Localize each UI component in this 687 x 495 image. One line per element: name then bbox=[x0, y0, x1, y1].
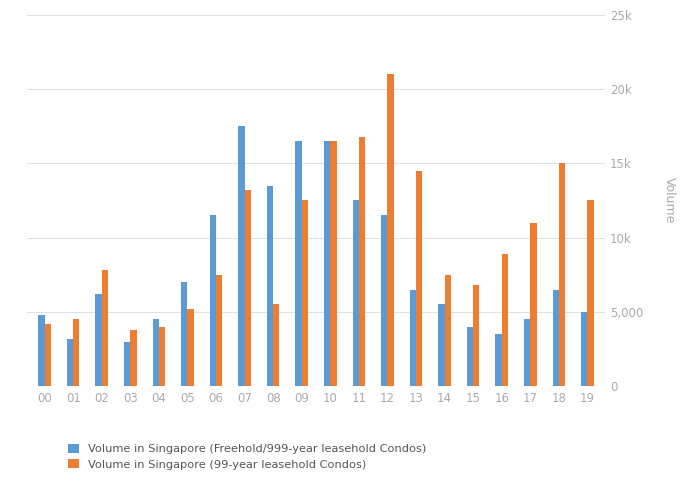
Bar bbox=[188, 309, 194, 386]
Bar bbox=[216, 275, 223, 386]
Bar bbox=[324, 141, 330, 386]
Bar bbox=[302, 200, 308, 386]
Bar bbox=[131, 330, 137, 386]
Bar bbox=[74, 319, 80, 386]
Bar bbox=[387, 74, 394, 386]
Bar bbox=[444, 275, 451, 386]
Bar bbox=[95, 294, 102, 386]
Bar bbox=[153, 319, 159, 386]
Bar bbox=[273, 304, 280, 386]
Bar bbox=[38, 315, 45, 386]
Bar bbox=[330, 141, 337, 386]
Bar bbox=[416, 171, 423, 386]
Bar bbox=[502, 254, 508, 386]
Bar bbox=[552, 290, 559, 386]
Bar bbox=[495, 334, 502, 386]
Y-axis label: Volume: Volume bbox=[663, 177, 676, 224]
Bar bbox=[581, 312, 587, 386]
Bar bbox=[352, 200, 359, 386]
Bar bbox=[438, 304, 444, 386]
Bar bbox=[102, 270, 108, 386]
Bar bbox=[124, 342, 131, 386]
Bar bbox=[530, 223, 537, 386]
Bar bbox=[559, 163, 565, 386]
Bar bbox=[238, 126, 245, 386]
Bar bbox=[473, 285, 480, 386]
Bar bbox=[524, 319, 530, 386]
Bar bbox=[381, 215, 387, 386]
Bar bbox=[267, 186, 273, 386]
Bar bbox=[295, 141, 302, 386]
Bar bbox=[181, 282, 188, 386]
Bar bbox=[45, 324, 51, 386]
Bar bbox=[245, 190, 251, 386]
Bar bbox=[67, 339, 74, 386]
Bar bbox=[210, 215, 216, 386]
Legend: Volume in Singapore (Freehold/999-year leasehold Condos), Volume in Singapore (9: Volume in Singapore (Freehold/999-year l… bbox=[68, 444, 427, 470]
Bar bbox=[467, 327, 473, 386]
Bar bbox=[359, 137, 365, 386]
Bar bbox=[409, 290, 416, 386]
Bar bbox=[587, 200, 594, 386]
Bar bbox=[159, 327, 165, 386]
